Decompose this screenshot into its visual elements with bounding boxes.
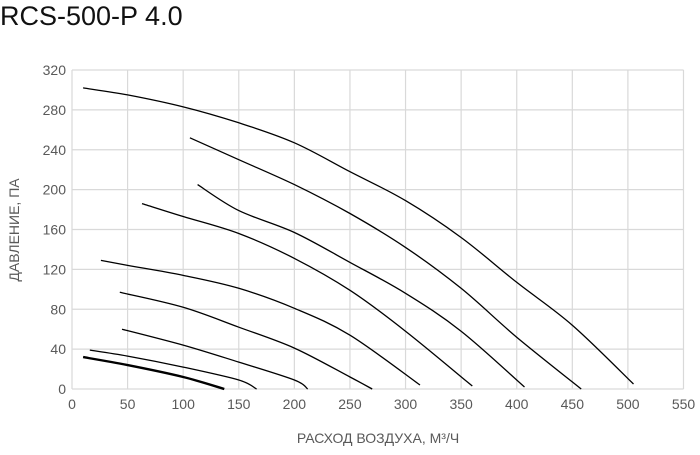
y-tick-label: 80	[50, 301, 66, 317]
x-tick-label: 150	[227, 396, 251, 412]
x-tick-label: 250	[338, 396, 362, 412]
y-tick-label: 120	[43, 261, 67, 277]
x-tick-label: 100	[172, 396, 196, 412]
y-tick-label: 320	[43, 62, 67, 78]
x-tick-label: 350	[449, 396, 473, 412]
x-tick-label: 450	[561, 396, 585, 412]
curve-5-line	[100, 259, 421, 386]
y-tick-label: 40	[50, 341, 66, 357]
y-tick-label: 160	[43, 222, 67, 238]
curve-2-line	[189, 137, 582, 390]
y-axis-ticks: 0 40 80 120 160 200 240 280 320	[43, 62, 67, 397]
y-tick-label: 0	[58, 381, 66, 397]
x-tick-label: 550	[672, 396, 696, 412]
curve-1-line	[82, 87, 634, 385]
chart-title: RCS-500-P 4.0	[0, 1, 183, 31]
gridlines	[71, 69, 685, 390]
curve-4-line	[141, 202, 473, 387]
y-tick-label: 200	[43, 182, 67, 198]
x-tick-label: 50	[120, 396, 136, 412]
x-tick-label: 500	[616, 396, 640, 412]
y-tick-label: 280	[43, 102, 67, 118]
y-axis-label: ДАВЛЕНИЕ, ПА	[6, 178, 22, 282]
x-tick-label: 300	[394, 396, 418, 412]
curve-7-line	[121, 328, 309, 390]
y-tick-label: 240	[43, 142, 67, 158]
x-axis-ticks: 0 50 100 150 200 250 300 350 400 450 500 550	[68, 396, 695, 412]
curve-3-line	[197, 184, 525, 388]
curve-9-line	[82, 355, 225, 391]
curve-8-line	[89, 349, 257, 390]
series-lines	[82, 87, 634, 391]
x-tick-label: 0	[68, 396, 76, 412]
x-tick-label: 200	[283, 396, 307, 412]
x-axis-label: РАСХОД ВОЗДУХА, М³/Ч	[297, 430, 459, 446]
x-tick-label: 400	[505, 396, 529, 412]
curve-6-line	[119, 291, 373, 390]
